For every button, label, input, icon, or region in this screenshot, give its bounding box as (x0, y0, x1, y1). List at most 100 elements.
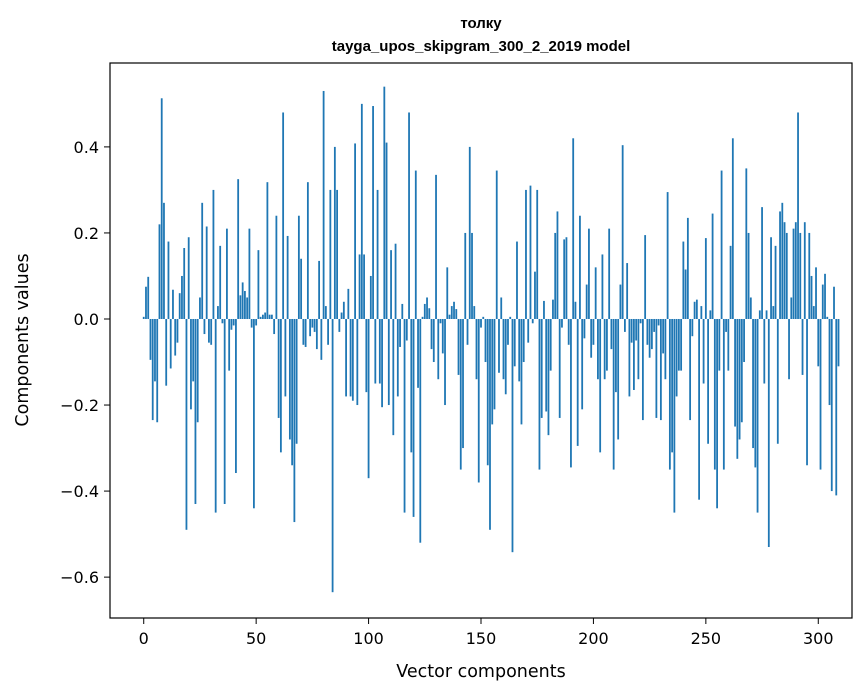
bar (574, 301, 577, 319)
x-axis-label: Vector components (396, 662, 565, 682)
bar (531, 318, 534, 324)
bar (785, 232, 788, 319)
x-tick-label: 150 (466, 629, 497, 648)
bar (396, 318, 399, 397)
bar (255, 318, 258, 326)
bar (774, 245, 777, 319)
bar (668, 318, 671, 470)
bar (615, 318, 617, 393)
bar (342, 301, 345, 319)
bar (601, 254, 604, 319)
bar (351, 318, 354, 401)
bar (277, 318, 280, 418)
bar (592, 318, 595, 345)
bar (495, 170, 498, 319)
bar (482, 316, 485, 319)
bar (232, 318, 235, 326)
bar (594, 267, 597, 319)
bar (579, 215, 581, 319)
bar (826, 316, 829, 319)
bar (772, 306, 775, 319)
y-tick-label: −0.2 (60, 396, 99, 415)
x-tick-label: 200 (578, 629, 609, 648)
bar (300, 258, 303, 319)
bar (349, 318, 352, 397)
bar (324, 306, 327, 319)
bar (459, 318, 462, 470)
bar (178, 293, 181, 319)
bar (558, 318, 561, 418)
bar (210, 318, 213, 345)
bar (408, 112, 410, 319)
bar (637, 318, 640, 380)
bar (286, 235, 289, 319)
bar (684, 269, 687, 319)
bar (572, 138, 575, 319)
bar (257, 250, 260, 319)
bar (446, 267, 449, 319)
bar (752, 318, 754, 449)
bar (790, 297, 793, 319)
bar (783, 222, 786, 319)
bar (720, 170, 723, 319)
bar (302, 318, 305, 345)
bar (432, 318, 435, 363)
bar (749, 297, 752, 319)
bar (356, 318, 359, 406)
bar (538, 318, 541, 470)
bar (511, 318, 514, 553)
bar (376, 189, 379, 319)
bar (680, 318, 683, 371)
bar (401, 303, 404, 319)
bar (181, 275, 183, 319)
bar (671, 318, 674, 453)
bar (219, 245, 222, 319)
bar (570, 318, 572, 468)
bar (835, 318, 838, 496)
bar (174, 318, 177, 356)
bar (664, 318, 667, 380)
bar (754, 318, 757, 468)
bar (259, 316, 262, 319)
bar (217, 306, 219, 319)
bar (621, 145, 624, 319)
bar (675, 318, 678, 397)
bar (185, 318, 188, 530)
bar (441, 318, 444, 354)
bar (493, 318, 496, 410)
bar (151, 318, 154, 421)
plot-frame (109, 62, 853, 619)
bar (297, 215, 300, 319)
bar (700, 306, 703, 319)
bar (194, 318, 197, 504)
bar (367, 318, 370, 479)
bar (554, 232, 557, 319)
bar (819, 318, 822, 470)
bar (241, 282, 244, 319)
x-tick-label: 100 (353, 629, 384, 648)
bar (192, 318, 195, 382)
bar (329, 189, 332, 319)
bar (801, 318, 804, 375)
bar (704, 238, 707, 319)
bar (695, 299, 698, 319)
bar (581, 318, 584, 410)
bar (327, 318, 329, 345)
bar (262, 314, 264, 319)
bar (547, 318, 550, 436)
bar (765, 310, 768, 319)
bar (428, 308, 431, 319)
bar (689, 318, 692, 421)
bar (264, 312, 267, 319)
bar (630, 318, 633, 343)
bar (405, 318, 408, 341)
bar (381, 318, 383, 408)
bar (394, 243, 397, 319)
bar (313, 318, 316, 332)
bar (190, 318, 192, 410)
bar (653, 318, 656, 332)
bar (306, 182, 309, 319)
bar (567, 318, 570, 345)
bar (293, 318, 296, 523)
bar (583, 318, 586, 339)
